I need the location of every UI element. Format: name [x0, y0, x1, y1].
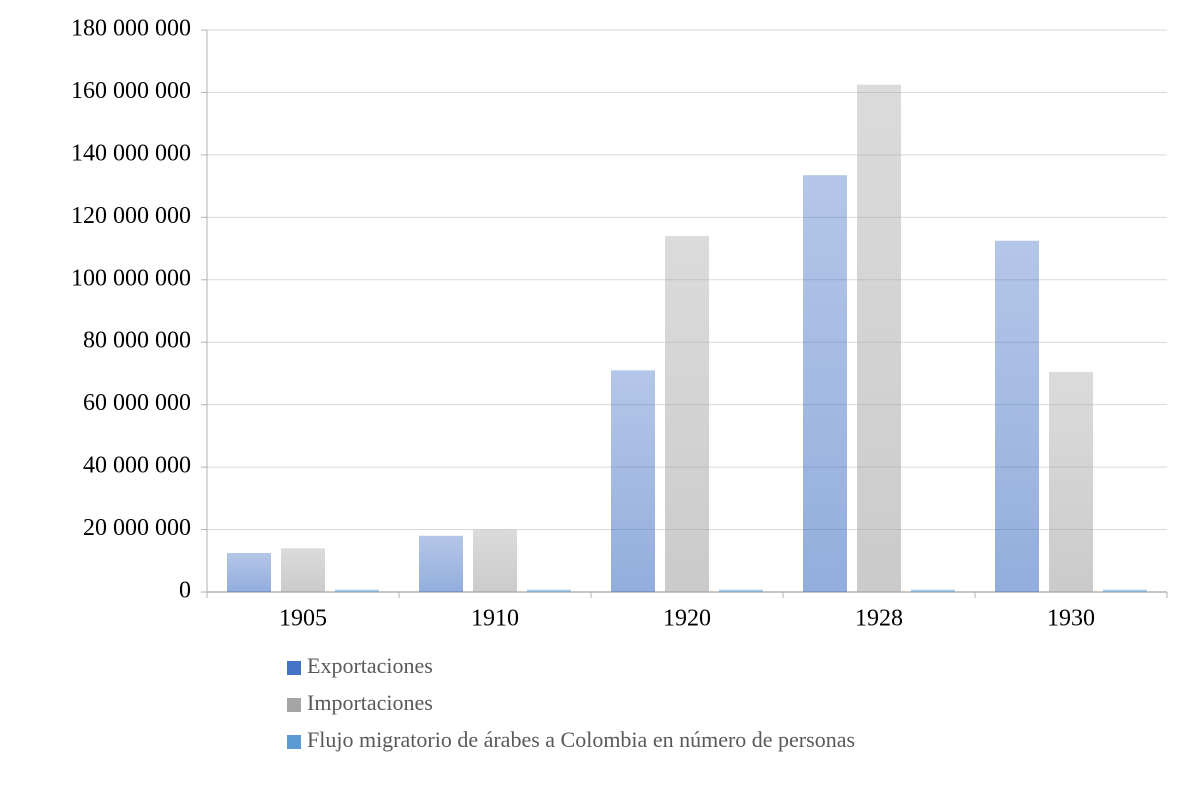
bar	[335, 589, 379, 592]
y-tick-label: 180 000 000	[71, 16, 191, 42]
x-tick-label: 1920	[663, 606, 711, 632]
y-tick-label: 20 000 000	[83, 515, 191, 541]
bar	[227, 552, 271, 592]
y-tick-label: 140 000 000	[71, 140, 191, 166]
bar	[611, 370, 655, 592]
bar	[419, 535, 463, 592]
x-tick-label: 1905	[279, 606, 327, 632]
bar	[911, 589, 955, 592]
x-tick-label: 1928	[855, 606, 903, 632]
y-tick-label: 60 000 000	[83, 390, 191, 416]
bar	[857, 84, 901, 592]
legend-swatch	[287, 698, 301, 712]
legend-swatch	[287, 661, 301, 675]
legend-label: Importaciones	[307, 690, 433, 715]
legend-swatch	[287, 735, 301, 749]
bar	[281, 548, 325, 592]
x-tick-label: 1910	[471, 606, 519, 632]
bar	[527, 589, 571, 592]
legend-label: Flujo migratorio de árabes a Colombia en…	[307, 727, 855, 752]
y-tick-label: 80 000 000	[83, 328, 191, 354]
y-tick-label: 100 000 000	[71, 265, 191, 291]
bar	[473, 529, 517, 592]
bar	[995, 240, 1039, 592]
x-tick-label: 1930	[1047, 606, 1095, 632]
y-tick-label: 120 000 000	[71, 203, 191, 229]
bar	[1103, 589, 1147, 592]
y-tick-label: 160 000 000	[71, 78, 191, 104]
bar	[665, 236, 709, 593]
bar	[719, 589, 763, 592]
legend-label: Exportaciones	[307, 653, 433, 678]
y-tick-label: 0	[179, 578, 191, 604]
bar	[803, 175, 847, 592]
y-tick-label: 40 000 000	[83, 453, 191, 479]
bar	[1049, 371, 1093, 592]
